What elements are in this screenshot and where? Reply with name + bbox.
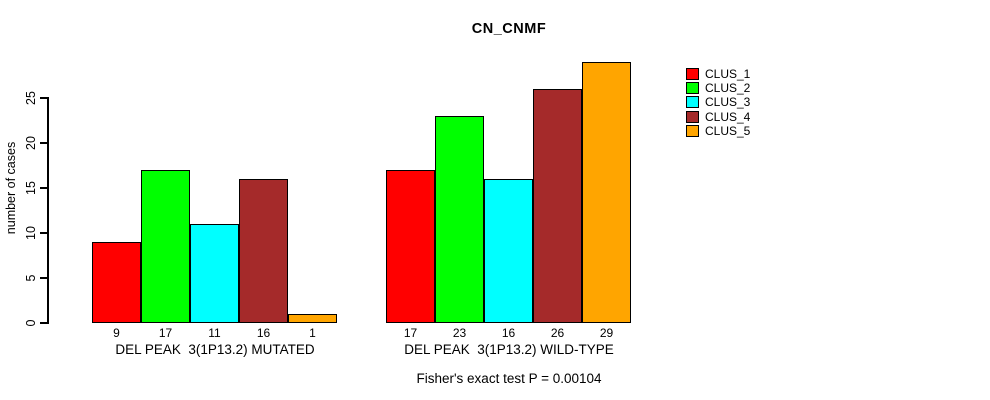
bar-clus_3 <box>190 224 239 323</box>
bar-value-label: 16 <box>256 326 271 340</box>
legend-item: CLUS_5 <box>686 124 750 138</box>
x-group-label-wildtype: DEL PEAK 3(1P13.2) WILD-TYPE <box>404 342 614 357</box>
y-axis-tick-label: 25 <box>24 91 38 105</box>
y-axis-tick <box>40 232 48 234</box>
bar-value-label: 16 <box>501 326 516 340</box>
bar-value-label: 11 <box>208 326 221 340</box>
chart-title: CN_CNMF <box>471 21 547 37</box>
legend-label: CLUS_5 <box>705 123 751 138</box>
legend-item: CLUS_2 <box>686 81 750 95</box>
y-axis-tick <box>40 277 48 279</box>
bar-clus_4 <box>533 89 582 323</box>
legend-swatch <box>686 124 699 137</box>
bar-clus_1 <box>386 170 435 323</box>
legend: CLUS_1 CLUS_2 CLUS_3 CLUS_4 CLUS_5 <box>686 67 806 142</box>
y-axis-tick <box>40 97 48 99</box>
bar-value-label: 9 <box>113 326 120 340</box>
bar-clus_2 <box>141 170 190 323</box>
legend-label: CLUS_2 <box>705 81 751 96</box>
y-axis-line <box>47 97 49 324</box>
legend-swatch <box>686 110 699 123</box>
y-axis-tick-label: 10 <box>24 226 38 240</box>
y-axis-tick <box>40 322 48 324</box>
y-axis-tick-label: 5 <box>24 274 38 282</box>
legend-label: CLUS_3 <box>705 95 751 110</box>
y-axis-tick-label: 15 <box>24 181 38 195</box>
bar-clus_3 <box>484 179 533 323</box>
bar-clus_5 <box>582 62 631 323</box>
legend-swatch <box>686 96 699 109</box>
bar-clus_4 <box>239 179 288 323</box>
fisher-test-footnote: Fisher's exact test P = 0.00104 <box>416 371 602 386</box>
y-axis-tick-label: 0 <box>24 319 38 327</box>
bar-value-label: 1 <box>309 326 316 340</box>
y-axis-tick <box>40 142 48 144</box>
y-axis-tick <box>40 187 48 189</box>
y-axis-tick-label: 20 <box>24 136 38 150</box>
bar-value-label: 17 <box>403 326 418 340</box>
bar-clus_5 <box>288 314 337 323</box>
bar-clus_2 <box>435 116 484 323</box>
legend-item: CLUS_4 <box>686 110 750 124</box>
bar-value-label: 17 <box>158 326 173 340</box>
x-group-label-mutated: DEL PEAK 3(1P13.2) MUTATED <box>115 342 315 357</box>
legend-label: CLUS_1 <box>705 67 751 82</box>
legend-label: CLUS_4 <box>705 109 751 124</box>
legend-swatch <box>686 82 699 95</box>
legend-swatch <box>686 68 699 81</box>
bar-value-label: 29 <box>599 326 614 340</box>
bar-value-label: 23 <box>452 326 467 340</box>
legend-item: CLUS_1 <box>686 67 750 81</box>
bar-clus_1 <box>92 242 141 323</box>
bar-value-label: 26 <box>550 326 565 340</box>
legend-item: CLUS_3 <box>686 95 750 109</box>
